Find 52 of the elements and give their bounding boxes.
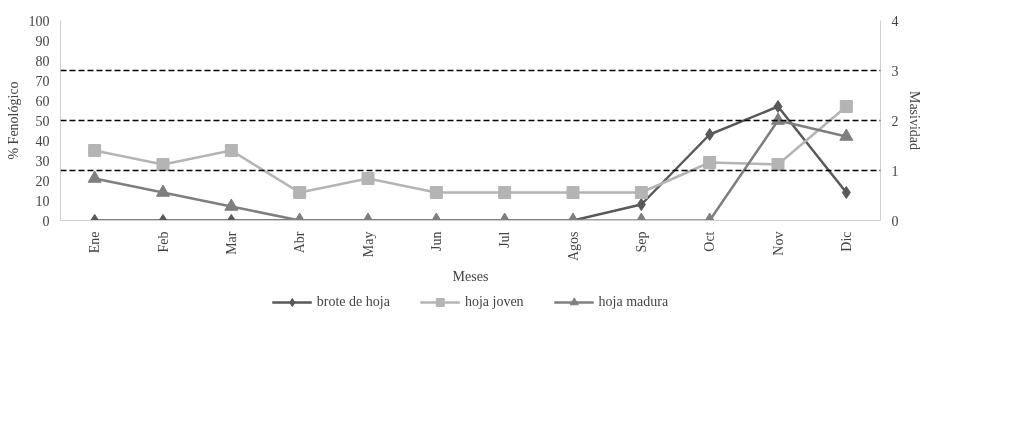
x-tick-label: Agos: [565, 231, 581, 262]
y-tick-label: 100: [28, 13, 50, 29]
y-tick-label: 70: [35, 73, 50, 89]
point: [224, 198, 239, 211]
point: [87, 170, 102, 183]
legend-label: hoja joven: [464, 294, 524, 310]
y-tick-label: 80: [35, 53, 50, 69]
point: [429, 186, 443, 199]
point: [224, 144, 238, 157]
point: [361, 172, 375, 185]
x-axis-title: Meses: [452, 269, 489, 285]
x-tick-label: Dic: [838, 231, 854, 252]
y-tick-label: 30: [35, 153, 50, 169]
y-tick-label: 10: [35, 193, 50, 209]
point: [705, 128, 715, 141]
point: [773, 100, 783, 113]
point: [88, 144, 102, 157]
x-tick-label: May: [360, 231, 376, 258]
y-tick-label: 60: [35, 93, 50, 109]
y-tick-label: 40: [35, 133, 50, 149]
point: [703, 156, 717, 169]
y-tick-label: 0: [42, 213, 50, 229]
point: [566, 186, 580, 199]
point: [293, 186, 307, 199]
y2-tick-label: 0: [891, 213, 899, 229]
legend-label: brote de hoja: [316, 294, 390, 310]
point: [771, 158, 785, 171]
point: [839, 100, 853, 113]
y2-tick-label: 3: [891, 63, 899, 79]
x-tick-label: Ene: [87, 231, 103, 254]
x-tick-label: Nov: [770, 231, 786, 256]
y-tick-label: 50: [35, 113, 50, 129]
y2-tick-label: 4: [891, 13, 899, 29]
x-tick-label: Mar: [223, 231, 239, 255]
point: [634, 186, 648, 199]
legend-label: hoja madura: [598, 294, 669, 310]
y2-tick-label: 1: [891, 163, 899, 179]
point: [498, 186, 512, 199]
x-tick-label: Oct: [702, 231, 718, 252]
point: [156, 158, 170, 171]
point: [156, 184, 170, 197]
y-axis-title: % Fenológico: [5, 81, 21, 160]
x-tick-label: Feb: [155, 231, 171, 253]
x-tick-label: Sep: [633, 231, 649, 253]
y2-axis-title: Masividad: [906, 90, 922, 151]
point: [841, 186, 851, 199]
x-tick-label: Abr: [292, 231, 308, 254]
y-tick-label: 20: [35, 173, 50, 189]
y-tick-label: 90: [35, 33, 50, 49]
x-tick-label: Jun: [428, 231, 444, 251]
x-tick-label: Jul: [497, 231, 513, 248]
y2-tick-label: 2: [891, 113, 899, 129]
